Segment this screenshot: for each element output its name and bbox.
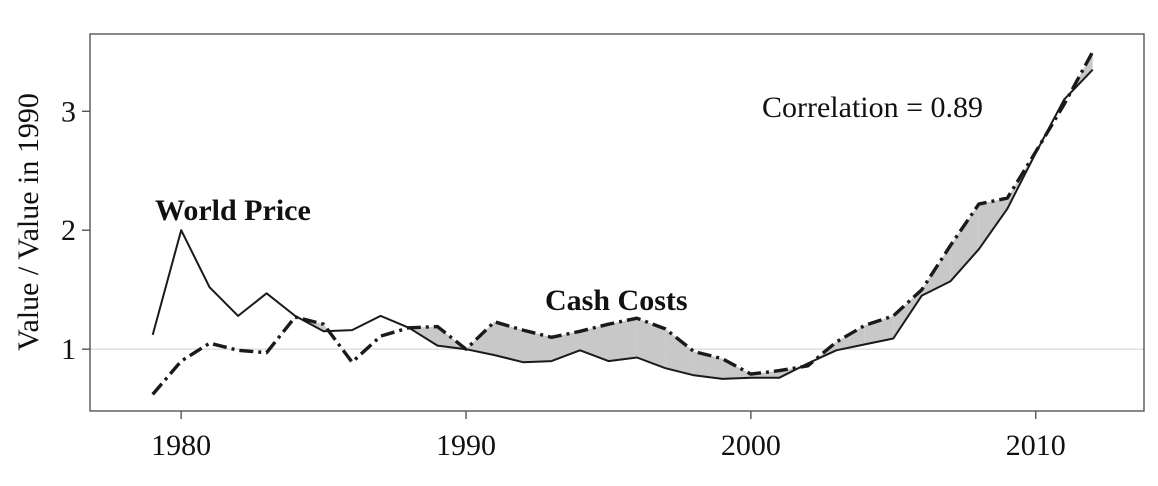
- y-tick-label: 2: [61, 214, 76, 247]
- world-price-line: [151, 69, 1094, 380]
- y-axis: 1 2 3: [61, 95, 90, 366]
- gap-fill-segment: [636, 318, 666, 369]
- cash-costs-label: Cash Costs: [545, 284, 688, 317]
- gap-fill-segment: [950, 204, 979, 282]
- y-axis-title: Value / Value in 1990: [12, 93, 45, 351]
- gap-fill-segment: [750, 370, 780, 378]
- y-tick-label: 3: [61, 95, 76, 128]
- x-axis: 1980 1990 2000 2010: [151, 411, 1066, 462]
- gap-fill-segment: [693, 351, 723, 379]
- gap-fill-segment: [608, 318, 637, 362]
- x-tick-label: 1980: [151, 429, 211, 462]
- gap-fill-segment: [836, 325, 865, 351]
- plot-frame: [89, 33, 1145, 412]
- gap-fill-segment: [978, 198, 1008, 250]
- x-tick-label: 1990: [436, 429, 496, 462]
- series-lines: [151, 50, 1095, 396]
- y-tick-label: 1: [61, 333, 76, 366]
- gap-fill-segment: [466, 321, 495, 356]
- x-tick-label: 2000: [721, 429, 781, 462]
- gap-fill-segment: [494, 321, 523, 363]
- correlation-annotation: Correlation = 0.89: [762, 91, 983, 124]
- world-price-label: World Price: [155, 194, 311, 227]
- gap-fill-segment: [580, 324, 609, 362]
- gap-fill-segment: [665, 328, 694, 376]
- gap-fill-segment: [523, 330, 552, 363]
- gap-fill-segment: [551, 331, 580, 362]
- cash-costs-line: [151, 50, 1095, 396]
- x-tick-label: 2010: [1006, 429, 1066, 462]
